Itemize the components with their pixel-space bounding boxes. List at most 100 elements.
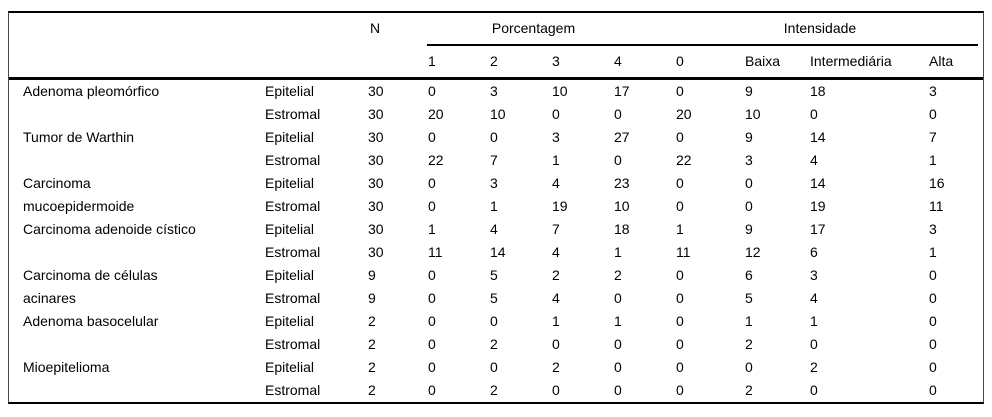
intensity-baixa-cell: 1 bbox=[745, 313, 753, 329]
pct-3-cell: 1 bbox=[552, 152, 560, 168]
n-cell: 2 bbox=[368, 336, 376, 352]
tissue-layer-cell: Estromal bbox=[265, 198, 321, 214]
intensity-intermediaria-cell: 0 bbox=[810, 382, 818, 398]
pct-2-cell: 2 bbox=[490, 336, 498, 352]
pct-3-cell: 3 bbox=[552, 129, 560, 145]
pct-4-cell: 0 bbox=[614, 336, 622, 352]
column-header-p3: 3 bbox=[552, 53, 560, 69]
table-body: Adenoma pleomórfico Epitelial 30 0 3 10 … bbox=[9, 80, 983, 402]
tumor-name-cell: Mioepitelioma bbox=[23, 359, 110, 375]
pct-1-cell: 0 bbox=[428, 313, 436, 329]
tumor-name-cell bbox=[9, 149, 257, 172]
intensity-alta-cell: 16 bbox=[929, 175, 945, 191]
intensity-intermediaria-cell: 2 bbox=[810, 359, 818, 375]
n-cell: 30 bbox=[368, 129, 384, 145]
intensity-intermediaria-cell: 0 bbox=[810, 106, 818, 122]
pct-2-cell: 3 bbox=[490, 83, 498, 99]
intensity-baixa-cell: 0 bbox=[745, 198, 753, 214]
pct-2-cell: 1 bbox=[490, 198, 498, 214]
intensity-intermediaria-cell: 3 bbox=[810, 267, 818, 283]
intensity-alta-cell: 0 bbox=[929, 267, 937, 283]
pct-0-cell: 0 bbox=[676, 175, 684, 191]
intensity-alta-cell: 3 bbox=[929, 83, 937, 99]
intensity-alta-cell: 0 bbox=[929, 106, 937, 122]
pct-0-cell: 0 bbox=[676, 83, 684, 99]
intensity-baixa-cell: 5 bbox=[745, 290, 753, 306]
column-header-p1: 1 bbox=[428, 53, 436, 69]
pct-3-cell: 2 bbox=[552, 267, 560, 283]
pct-3-cell: 4 bbox=[552, 175, 560, 191]
pct-0-cell: 0 bbox=[676, 382, 684, 398]
tumor-name-cell: Carcinoma de células bbox=[23, 267, 158, 283]
intensity-baixa-cell: 9 bbox=[745, 83, 753, 99]
pct-3-cell: 19 bbox=[552, 198, 568, 214]
pct-1-cell: 0 bbox=[428, 359, 436, 375]
column-header-intermediaria: Intermediária bbox=[810, 53, 892, 69]
tissue-layer-cell: Epitelial bbox=[265, 221, 315, 237]
intensity-baixa-cell: 9 bbox=[745, 129, 753, 145]
pct-1-cell: 0 bbox=[428, 129, 436, 145]
pct-1-cell: 0 bbox=[428, 267, 436, 283]
tissue-layer-cell: Estromal bbox=[265, 152, 321, 168]
table-row: Tumor de Warthin Epitelial 30 0 0 3 27 0… bbox=[9, 126, 983, 149]
n-cell: 30 bbox=[368, 152, 384, 168]
table-row: Estromal 30 22 7 1 0 22 3 4 1 bbox=[9, 149, 983, 172]
table-row: Estromal 2 0 2 0 0 0 2 0 0 bbox=[9, 333, 983, 356]
pct-3-cell: 10 bbox=[552, 83, 568, 99]
tumor-marker-table: N Porcentagem Intensidade 1 2 3 4 0 Baix… bbox=[8, 11, 984, 404]
pct-3-cell: 7 bbox=[552, 221, 560, 237]
table-row: Mioepitelioma Epitelial 2 0 0 2 0 0 0 2 … bbox=[9, 356, 983, 379]
pct-3-cell: 0 bbox=[552, 106, 560, 122]
tumor-name-cell: acinares bbox=[23, 290, 76, 306]
column-header-row: 1 2 3 4 0 Baixa Intermediária Alta bbox=[9, 46, 983, 80]
pct-2-cell: 10 bbox=[490, 106, 506, 122]
pct-2-cell: 0 bbox=[490, 313, 498, 329]
group-header-rule bbox=[427, 44, 978, 46]
pct-0-cell: 0 bbox=[676, 313, 684, 329]
table-row: Adenoma pleomórfico Epitelial 30 0 3 10 … bbox=[9, 80, 983, 103]
n-cell: 30 bbox=[368, 83, 384, 99]
tumor-name-cell bbox=[9, 379, 257, 402]
intensity-alta-cell: 0 bbox=[929, 382, 937, 398]
pct-4-cell: 10 bbox=[614, 198, 630, 214]
intensity-alta-cell: 7 bbox=[929, 129, 937, 145]
pct-3-cell: 4 bbox=[552, 244, 560, 260]
intensity-baixa-cell: 0 bbox=[745, 175, 753, 191]
tissue-layer-cell: Epitelial bbox=[265, 359, 315, 375]
group-header-porcentagem: Porcentagem bbox=[491, 20, 576, 36]
pct-4-cell: 2 bbox=[614, 267, 622, 283]
tumor-name-cell bbox=[9, 103, 257, 126]
intensity-intermediaria-cell: 4 bbox=[810, 290, 818, 306]
pct-0-cell: 0 bbox=[676, 129, 684, 145]
n-cell: 30 bbox=[368, 221, 384, 237]
pct-1-cell: 0 bbox=[428, 198, 436, 214]
table-row: Adenoma basocelular Epitelial 2 0 0 1 1 … bbox=[9, 310, 983, 333]
tumor-name-cell: Tumor de Warthin bbox=[23, 129, 134, 145]
pct-3-cell: 4 bbox=[552, 290, 560, 306]
pct-2-cell: 14 bbox=[490, 244, 506, 260]
tissue-layer-cell: Epitelial bbox=[265, 129, 315, 145]
intensity-intermediaria-cell: 14 bbox=[810, 175, 826, 191]
intensity-intermediaria-cell: 14 bbox=[810, 129, 826, 145]
pct-4-cell: 23 bbox=[614, 175, 630, 191]
tissue-layer-cell: Estromal bbox=[265, 336, 321, 352]
pct-1-cell: 20 bbox=[428, 106, 444, 122]
pct-0-cell: 22 bbox=[676, 152, 692, 168]
intensity-intermediaria-cell: 6 bbox=[810, 244, 818, 260]
pct-2-cell: 5 bbox=[490, 267, 498, 283]
n-cell: 30 bbox=[368, 198, 384, 214]
intensity-alta-cell: 3 bbox=[929, 221, 937, 237]
intensity-baixa-cell: 2 bbox=[745, 336, 753, 352]
pct-1-cell: 1 bbox=[428, 221, 436, 237]
pct-4-cell: 0 bbox=[614, 359, 622, 375]
tumor-name-cell: mucoepidermoide bbox=[23, 198, 135, 214]
column-header-alta: Alta bbox=[929, 53, 954, 69]
pct-1-cell: 0 bbox=[428, 175, 436, 191]
tumor-name-cell: Adenoma basocelular bbox=[23, 313, 159, 329]
intensity-alta-cell: 0 bbox=[929, 336, 937, 352]
intensity-intermediaria-cell: 18 bbox=[810, 83, 826, 99]
group-header-rule-row bbox=[9, 44, 983, 46]
n-cell: 2 bbox=[368, 313, 376, 329]
table-row: Carcinoma Epitelial 30 0 3 4 23 0 0 14 1… bbox=[9, 172, 983, 195]
tissue-layer-cell: Estromal bbox=[265, 106, 321, 122]
